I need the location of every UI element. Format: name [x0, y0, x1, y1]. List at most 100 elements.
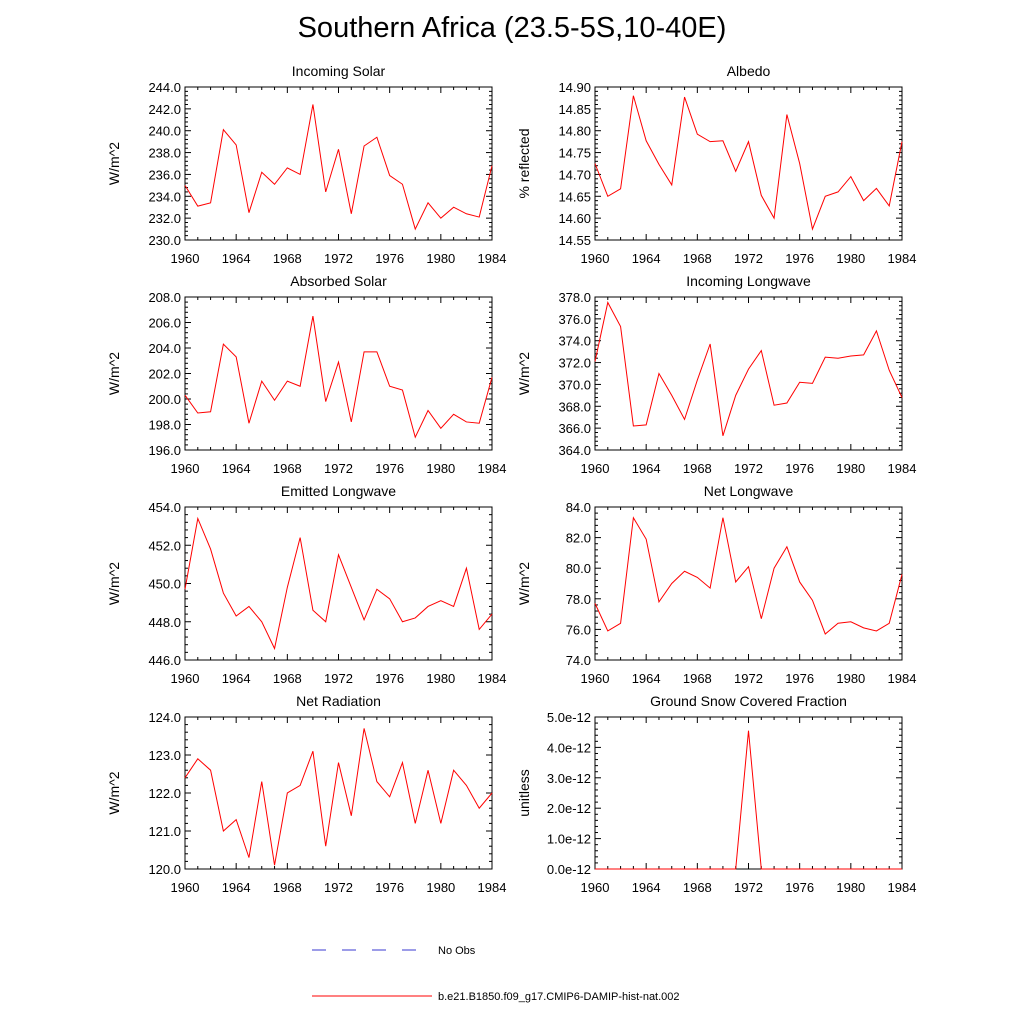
y-tick-label: 4.0e-12	[547, 740, 591, 755]
chart-panels: 1960 1964 1968 1972 1976 1980 1984 230.0 232.0 23…	[106, 63, 916, 895]
y-tick-label: 3.0e-12	[547, 771, 591, 786]
plot-frame	[184, 506, 493, 661]
x-tick-label: 1968	[683, 880, 712, 895]
x-tick-label: 1968	[273, 251, 302, 266]
series-line	[184, 516, 493, 651]
y-tick-label: 1.0e-12	[547, 832, 591, 847]
y-tick-label: 120.0	[148, 862, 181, 877]
x-tick-label: 1976	[785, 251, 814, 266]
plot-frame	[594, 716, 903, 870]
x-tick-label: 1980	[426, 461, 455, 476]
series-line	[594, 301, 903, 436]
x-tick-label: 1980	[836, 461, 865, 476]
y-tick-label: 206.0	[148, 316, 181, 331]
panel-7: 1960 1964 1968 1972 1976 1980 1984 120.0 121.0 12…	[106, 693, 506, 895]
y-tick-label: 14.90	[558, 80, 591, 95]
panel-1: 1960 1964 1968 1972 1976 1980 1984 230.0 232.0 23…	[106, 63, 506, 266]
y-tick-label: 370.0	[558, 377, 591, 392]
x-tick-label: 1980	[426, 251, 455, 266]
y-tick-label: 74.0	[566, 653, 591, 668]
y-tick-label: 446.0	[148, 653, 181, 668]
y-tick-label: 208.0	[148, 290, 181, 305]
x-tick-label: 1972	[324, 251, 353, 266]
x-tick-label: 1960	[171, 880, 200, 895]
x-tick-label: 1980	[836, 880, 865, 895]
page-title: Southern Africa (23.5-5S,10-40E)	[297, 12, 727, 44]
panel-6: 1960 1964 1968 1972 1976 1980 1984 74.0 76.0 78.0…	[516, 483, 916, 686]
panel-title: Net Longwave	[704, 483, 794, 499]
panel-4: 1960 1964 1968 1972 1976 1980 1984 364.0 366.0 36…	[516, 273, 916, 476]
legend-label-model: b.e21.B1850.f09_g17.CMIP6-DAMIP-hist-nat…	[438, 991, 680, 1003]
y-tick-label: 14.80	[558, 124, 591, 139]
x-tick-label: 1968	[273, 671, 302, 686]
x-tick-label: 1984	[478, 251, 507, 266]
y-axis-label: W/m^2	[516, 562, 532, 605]
x-tick-label: 1976	[375, 880, 404, 895]
y-tick-label: 240.0	[148, 124, 181, 139]
panel-title: Albedo	[727, 63, 771, 79]
x-tick-label: 1964	[222, 461, 251, 476]
y-axis-label: % reflected	[516, 128, 532, 198]
x-tick-label: 1968	[273, 461, 302, 476]
y-tick-label: 122.0	[148, 786, 181, 801]
y-axis-label: W/m^2	[106, 771, 122, 814]
y-tick-label: 76.0	[566, 622, 591, 637]
y-tick-label: 14.75	[558, 146, 591, 161]
series-line	[184, 104, 493, 231]
x-tick-label: 1984	[478, 880, 507, 895]
y-tick-label: 84.0	[566, 500, 591, 515]
legend-label-no-obs: No Obs	[438, 945, 476, 957]
y-tick-label: 372.0	[558, 356, 591, 371]
plot-frame	[184, 296, 493, 451]
panel-title: Incoming Longwave	[686, 273, 811, 289]
x-tick-label: 1972	[734, 251, 763, 266]
panel-title: Emitted Longwave	[281, 483, 396, 499]
y-tick-label: 14.65	[558, 189, 591, 204]
x-tick-label: 1964	[222, 671, 251, 686]
y-tick-label: 196.0	[148, 443, 181, 458]
x-tick-label: 1972	[324, 461, 353, 476]
y-tick-label: 364.0	[558, 443, 591, 458]
x-tick-label: 1980	[836, 671, 865, 686]
x-tick-label: 1968	[683, 461, 712, 476]
y-tick-label: 2.0e-12	[547, 801, 591, 816]
x-tick-label: 1976	[785, 671, 814, 686]
x-tick-label: 1984	[478, 671, 507, 686]
plot-frame	[184, 86, 493, 241]
series-line	[184, 316, 493, 439]
x-tick-label: 1972	[734, 671, 763, 686]
y-tick-label: 14.70	[558, 167, 591, 182]
x-tick-label: 1976	[785, 461, 814, 476]
y-tick-label: 202.0	[148, 367, 181, 382]
y-tick-label: 78.0	[566, 592, 591, 607]
x-tick-label: 1976	[375, 251, 404, 266]
x-tick-label: 1972	[734, 461, 763, 476]
y-tick-label: 80.0	[566, 561, 591, 576]
y-tick-label: 0.0e-12	[547, 862, 591, 877]
y-axis-label: W/m^2	[106, 142, 122, 185]
x-tick-label: 1976	[785, 880, 814, 895]
y-tick-label: 14.55	[558, 233, 591, 248]
x-tick-label: 1964	[222, 880, 251, 895]
panel-title: Incoming Solar	[292, 63, 386, 79]
panel-title: Absorbed Solar	[290, 273, 387, 289]
y-tick-label: 82.0	[566, 531, 591, 546]
x-tick-label: 1980	[426, 880, 455, 895]
y-tick-label: 452.0	[148, 538, 181, 553]
panel-2: 1960 1964 1968 1972 1976 1980 1984 14.55 14.60 14…	[516, 63, 916, 266]
y-tick-label: 242.0	[148, 102, 181, 117]
x-tick-label: 1976	[375, 671, 404, 686]
x-tick-label: 1964	[632, 671, 661, 686]
series-line	[594, 516, 903, 635]
y-tick-label: 244.0	[148, 80, 181, 95]
y-axis-label: W/m^2	[106, 352, 122, 395]
x-tick-label: 1960	[171, 671, 200, 686]
legend: No Obs b.e21.B1850.f09_g17.CMIP6-DAMIP-h…	[312, 945, 680, 1003]
y-tick-label: 238.0	[148, 146, 181, 161]
x-tick-label: 1960	[171, 251, 200, 266]
y-tick-label: 200.0	[148, 392, 181, 407]
x-tick-label: 1976	[375, 461, 404, 476]
plot-frame	[184, 716, 493, 870]
y-tick-label: 230.0	[148, 233, 181, 248]
